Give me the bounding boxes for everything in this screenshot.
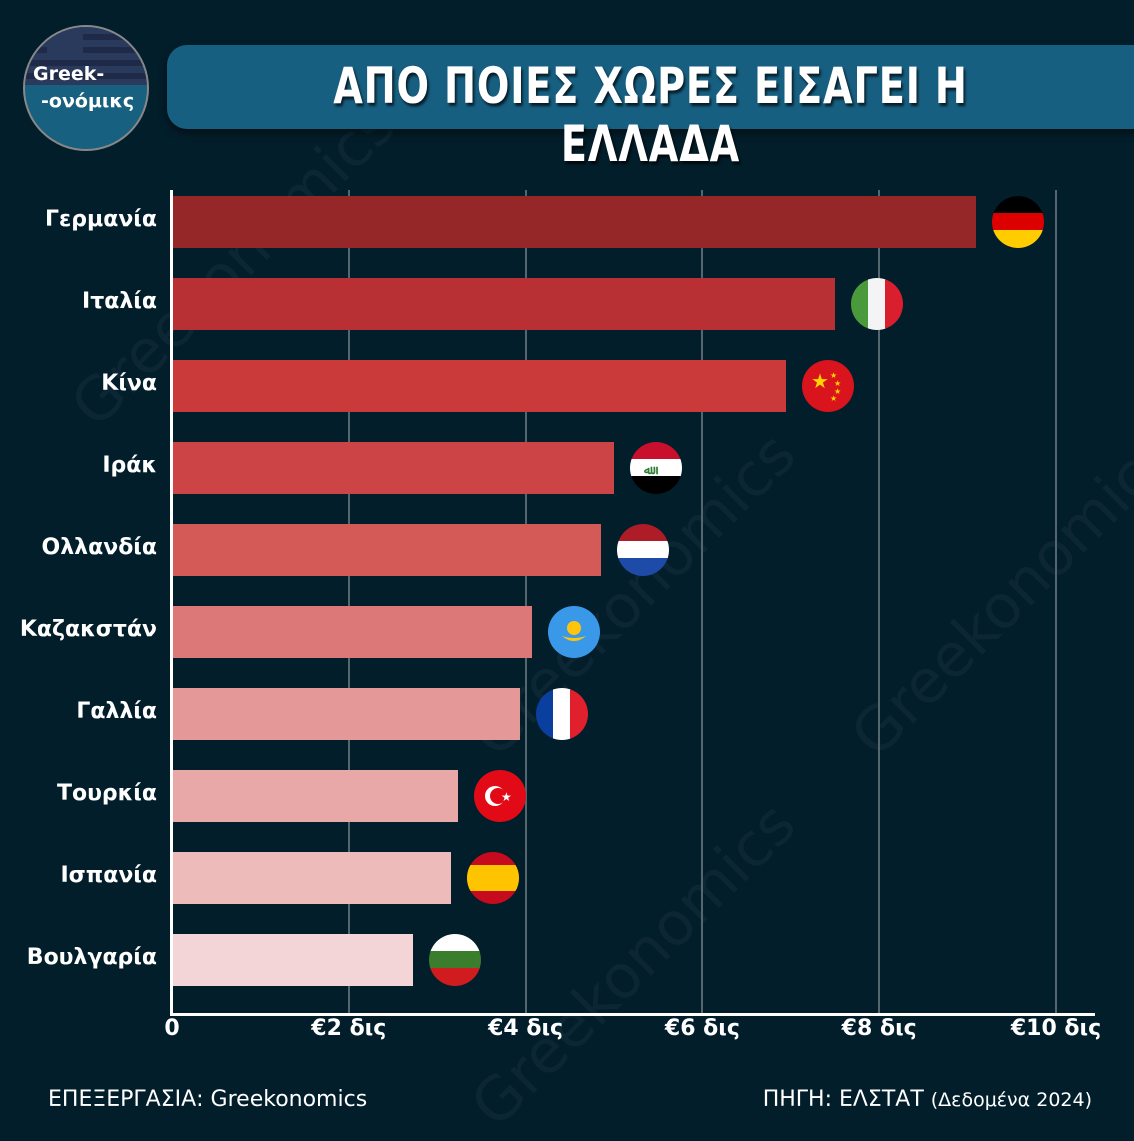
category-label: Ιταλία	[82, 289, 157, 314]
x-tick-label: €2 δις	[311, 1016, 387, 1041]
iraq-flag-icon: ﷲ	[630, 442, 682, 494]
category-label: Βουλγαρία	[26, 945, 157, 970]
svg-text:★: ★	[830, 371, 837, 380]
bar-5	[173, 606, 532, 658]
china-flag-icon: ★ ★ ★ ★ ★	[802, 360, 855, 412]
svg-text:★: ★	[830, 394, 837, 403]
italy-flag-icon	[851, 278, 903, 330]
y-axis	[170, 190, 173, 1016]
svg-text:★: ★	[501, 790, 512, 804]
x-tick-label: €10 δις	[1010, 1016, 1102, 1041]
category-label: Ολλανδία	[41, 535, 157, 560]
category-label: Ισπανία	[60, 863, 157, 888]
greek-flag-icon	[25, 27, 147, 85]
footer-credit: ΕΠΕΞΕΡΓΑΣΙΑ: Greekonomics	[48, 1087, 368, 1112]
germany-flag-icon	[992, 196, 1045, 248]
bar-1	[173, 278, 835, 330]
x-tick-label: 0	[164, 1016, 180, 1041]
x-tick-label: €8 δις	[841, 1016, 917, 1041]
flag-canton	[47, 27, 83, 55]
gridline	[1055, 190, 1057, 1014]
bar-3	[173, 442, 614, 494]
greekonomics-logo: Greek- -ονόμικς	[23, 25, 149, 151]
bar-0	[173, 196, 977, 248]
category-label: Κίνα	[101, 371, 157, 396]
svg-text:★: ★	[834, 387, 841, 396]
title-banner: ΑΠΟ ΠΟΙΕΣ ΧΩΡΕΣ ΕΙΣΑΓΕΙ Η ΕΛΛΑΔΑ	[167, 45, 1134, 173]
source-note: (Δεδομένα 2024)	[930, 1089, 1092, 1111]
source-label: ΠΗΓΗ: ΕΛΣΤΑΤ	[762, 1087, 924, 1112]
bar-2	[173, 360, 787, 412]
footer-source: ΠΗΓΗ: ΕΛΣΤΑΤ (Δεδομένα 2024)	[763, 1087, 1092, 1112]
x-axis	[170, 1013, 1095, 1016]
gridline	[878, 190, 881, 1014]
gridline	[701, 190, 704, 1014]
svg-text:★: ★	[834, 379, 841, 388]
logo-line1: Greek-	[33, 63, 105, 85]
netherlands-flag-icon	[616, 524, 669, 576]
bar-9	[173, 934, 414, 986]
bulgaria-flag-icon	[429, 934, 482, 986]
bar-8	[173, 852, 452, 904]
france-flag-icon	[536, 688, 589, 740]
bar-7	[173, 770, 459, 822]
x-tick-label: €6 δις	[664, 1016, 740, 1041]
x-tick-label: €4 δις	[488, 1016, 564, 1041]
category-label: Καζακστάν	[19, 617, 157, 642]
svg-text:★: ★	[811, 369, 829, 393]
gridline	[347, 190, 350, 1014]
bar-4	[173, 524, 601, 576]
spain-flag-icon	[467, 852, 520, 904]
gridline	[524, 190, 527, 1014]
category-label: Γερμανία	[45, 207, 157, 232]
bar-6	[173, 688, 521, 740]
kazakhstan-flag-icon	[547, 606, 600, 658]
category-label: Τουρκία	[56, 781, 157, 806]
category-label: Γαλλία	[76, 699, 157, 724]
logo-line2: -ονόμικς	[41, 90, 135, 112]
category-label: Ιράκ	[102, 453, 157, 478]
turkey-flag-icon: ★	[474, 770, 527, 822]
page-title: ΑΠΟ ΠΟΙΕΣ ΧΩΡΕΣ ΕΙΣΑΓΕΙ Η ΕΛΛΑΔΑ	[333, 57, 968, 173]
